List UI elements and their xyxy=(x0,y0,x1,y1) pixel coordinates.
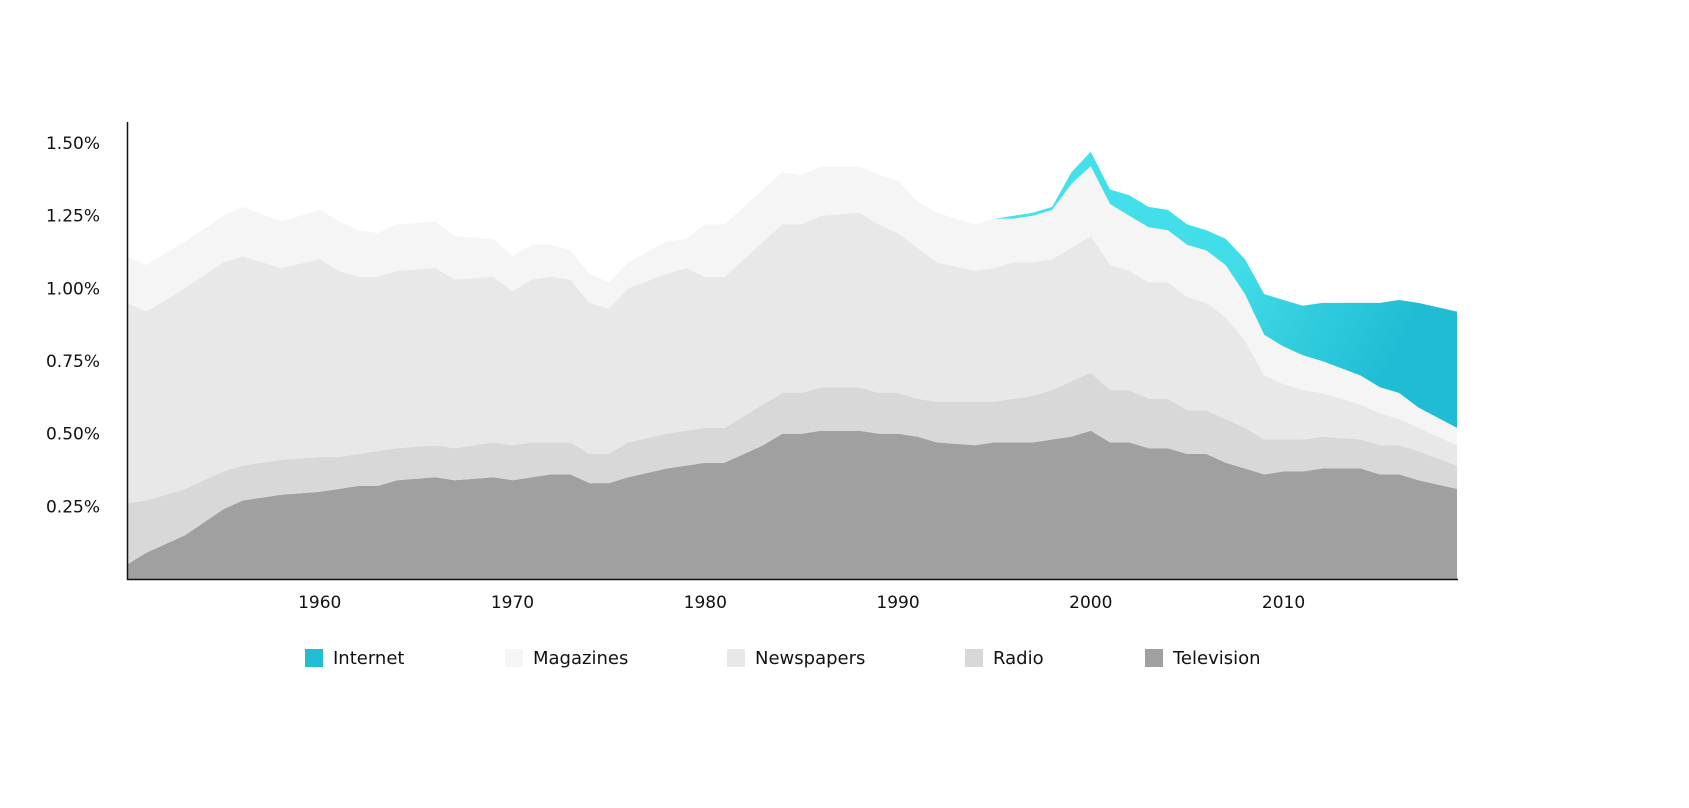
legend-label: Newspapers xyxy=(755,648,865,669)
legend-item-magazines: Magazines xyxy=(505,648,628,669)
legend-item-internet: Internet xyxy=(305,648,404,669)
x-tick-labels: 1960 1970 1980 1990 2000 2010 xyxy=(298,593,1305,613)
legend-item-radio: Radio xyxy=(965,648,1044,669)
legend: Internet Magazines Newspapers Radio Televisi… xyxy=(305,648,1261,669)
legend-label: Internet xyxy=(333,648,404,669)
legend-swatch xyxy=(1145,649,1163,667)
y-tick-label: 0.50% xyxy=(46,425,100,445)
y-tick-label: 1.25% xyxy=(46,207,100,227)
legend-swatch xyxy=(965,649,983,667)
legend-label: Television xyxy=(1172,648,1261,669)
legend-swatch xyxy=(505,649,523,667)
legend-label: Magazines xyxy=(533,648,628,669)
areas-layer xyxy=(127,151,1457,579)
x-tick-label: 1970 xyxy=(491,593,534,613)
area-radio xyxy=(127,372,1457,565)
y-tick-label: 0.25% xyxy=(46,497,100,517)
legend-swatch xyxy=(727,649,745,667)
y-tick-labels: 0.25% 0.50% 0.75% 1.00% 1.25% 1.50% xyxy=(46,134,100,517)
x-tick-label: 2000 xyxy=(1069,593,1112,613)
legend-item-television: Television xyxy=(1145,648,1261,669)
y-tick-label: 1.00% xyxy=(46,279,100,299)
area-newspapers xyxy=(127,212,1457,504)
x-tick-label: 2010 xyxy=(1262,593,1305,613)
area-television xyxy=(127,430,1457,579)
x-tick-label: 1980 xyxy=(684,593,727,613)
x-tick-label: 1960 xyxy=(298,593,341,613)
legend-item-newspapers: Newspapers xyxy=(727,648,865,669)
x-tick-label: 1990 xyxy=(876,593,919,613)
y-tick-label: 0.75% xyxy=(46,352,100,372)
area-internet xyxy=(994,151,1457,428)
legend-swatch xyxy=(305,649,323,667)
y-tick-label: 1.50% xyxy=(46,134,100,154)
legend-label: Radio xyxy=(993,648,1044,669)
area-magazines xyxy=(127,166,1457,446)
